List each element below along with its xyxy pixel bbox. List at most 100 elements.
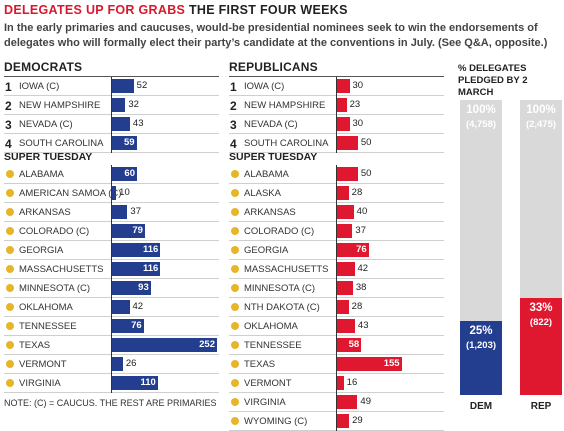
bar-value-label: 42 — [357, 263, 369, 274]
total-count-label: (4,758) — [465, 119, 497, 130]
state-label: MASSACHUSETTS — [244, 264, 329, 275]
bar: 42 — [337, 262, 368, 276]
bar: 60 — [112, 167, 137, 181]
dem-axis-line — [111, 77, 112, 153]
footnote: NOTE: (C) = CAUCUS. THE REST ARE PRIMARI… — [4, 398, 217, 408]
chart-title: DELEGATES UP FOR GRABS THE FIRST FOUR WE… — [4, 3, 348, 17]
bar: 252 — [112, 338, 217, 352]
bar-value-label: 42 — [132, 301, 144, 312]
bar-value-label: 60 — [124, 168, 135, 179]
bar: 110 — [112, 376, 158, 390]
row-number: 4 — [230, 137, 237, 151]
category-label: REP — [530, 401, 552, 412]
state-label: MASSACHUSETTS — [19, 264, 104, 275]
bar: 43 — [337, 319, 368, 333]
state-label: ALABAMA — [19, 169, 64, 180]
bar: 76 — [112, 319, 144, 333]
state-label: TENNESSEE — [19, 321, 77, 332]
bar-value-label: 59 — [124, 137, 135, 148]
bullet-dot-icon — [231, 322, 239, 330]
state-label: MINNESOTA (C) — [19, 283, 91, 294]
bar: 42 — [112, 300, 143, 314]
bar: 79 — [112, 224, 145, 238]
bar-value-label: 29 — [352, 415, 363, 426]
bar: 50 — [337, 136, 371, 150]
state-label: GEORGIA — [244, 245, 289, 256]
total-pct-label: 100% — [466, 104, 496, 116]
bar-value-label: 28 — [351, 187, 363, 198]
bar-value-label: 79 — [132, 225, 143, 236]
state-label: NEW HAMPSHIRE — [19, 100, 101, 111]
bar: 29 — [337, 414, 363, 428]
row-number: 4 — [5, 137, 12, 151]
bar-value-label: 76 — [356, 244, 367, 255]
rep-axis-line — [336, 77, 337, 153]
bar-value-label: 50 — [360, 137, 372, 148]
total-pct-label: 100% — [526, 104, 556, 116]
rep-axis-line — [336, 165, 337, 431]
bar-value-label: 43 — [357, 320, 369, 331]
bullet-dot-icon — [231, 398, 239, 406]
bar: 30 — [337, 117, 363, 131]
state-label: TEXAS — [244, 359, 276, 370]
state-label: COLORADO (C) — [244, 226, 315, 237]
bullet-dot-icon — [6, 303, 14, 311]
intro-text: In the early primaries and caucuses, wou… — [4, 22, 548, 49]
pledged-pct-label: 33% — [529, 301, 553, 314]
bar: 93 — [112, 281, 151, 295]
state-label: NEVADA (C) — [19, 119, 73, 130]
bar-value-label: 32 — [128, 99, 139, 110]
total-count-label: (2,475) — [525, 119, 557, 130]
bar-value-label: 37 — [355, 225, 366, 236]
bar-value-label: 58 — [348, 339, 360, 350]
bullet-dot-icon — [231, 379, 239, 387]
bar: 43 — [112, 117, 143, 131]
bar: 59 — [112, 136, 137, 150]
bullet-dot-icon — [6, 322, 14, 330]
pledged-chart: 100% (4,758) 25% (1,203) DEM 100% (2,475) 33% (8… — [458, 100, 562, 423]
bullet-dot-icon — [231, 417, 239, 425]
state-label: ARKANSAS — [244, 207, 296, 218]
state-label: SOUTH CAROLINA — [244, 138, 329, 149]
bullet-dot-icon — [231, 284, 239, 292]
bar-value-label: 30 — [352, 118, 364, 129]
state-label: VERMONT — [19, 359, 67, 370]
state-label: OKLAHOMA — [19, 302, 73, 313]
state-label: TEXAS — [19, 340, 51, 351]
pledged-bar-dem — [460, 321, 502, 395]
state-label: WYOMING (C) — [244, 416, 308, 427]
bullet-dot-icon — [231, 170, 239, 178]
category-label: DEM — [469, 401, 493, 412]
bar: 10 — [112, 186, 130, 200]
dem-rule — [4, 76, 219, 77]
bar: 50 — [337, 167, 371, 181]
bullet-dot-icon — [6, 246, 14, 254]
state-label: NTH DAKOTA (C) — [244, 302, 320, 313]
row-number: 3 — [230, 118, 237, 132]
bar-value-label: 110 — [140, 377, 156, 388]
state-label: OKLAHOMA — [244, 321, 298, 332]
rep-super-tuesday: SUPER TUESDAY — [229, 151, 318, 163]
bullet-dot-icon — [6, 208, 14, 216]
bullet-dot-icon — [6, 360, 14, 368]
bar-value-label: 43 — [132, 118, 144, 129]
state-label: VIRGINIA — [244, 397, 286, 408]
bar: 40 — [337, 205, 367, 219]
bullet-dot-icon — [6, 170, 14, 178]
row-number: 2 — [5, 99, 12, 113]
bullet-dot-icon — [6, 341, 14, 349]
bullet-dot-icon — [6, 189, 14, 197]
bullet-dot-icon — [231, 227, 239, 235]
bar-value-label: 116 — [143, 263, 159, 274]
dem-axis-line — [111, 165, 112, 393]
bullet-dot-icon — [6, 265, 14, 273]
pledged-pct-label: 25% — [469, 325, 493, 338]
bar-value-label: 93 — [138, 282, 149, 293]
bullet-dot-icon — [231, 246, 239, 254]
bar-value-label: 52 — [136, 80, 148, 91]
bar-value-label: 16 — [346, 377, 358, 388]
bar: 26 — [112, 357, 136, 371]
bullet-dot-icon — [6, 227, 14, 235]
state-label: NEW HAMPSHIRE — [244, 100, 326, 111]
state-label: ALASKA — [244, 188, 281, 199]
